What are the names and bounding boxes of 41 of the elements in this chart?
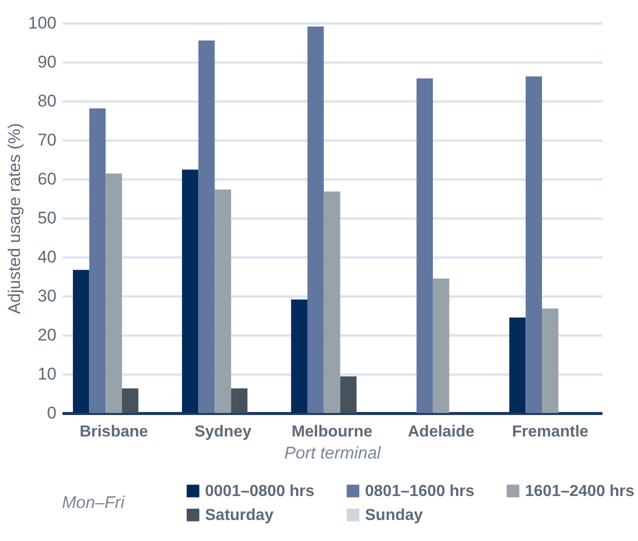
bar	[526, 76, 542, 413]
y-tick-label: 40	[38, 248, 56, 266]
legend-label: Saturday	[205, 507, 274, 524]
y-tick-label: 0	[47, 404, 56, 422]
y-tick-label: 60	[38, 170, 56, 188]
bar	[340, 376, 357, 413]
bar	[72, 270, 90, 413]
x-tick-label: Brisbane	[80, 424, 148, 440]
bar	[291, 300, 308, 413]
legend-label: 0801–1600 hrs	[365, 483, 475, 500]
bar	[432, 278, 450, 413]
bar	[231, 388, 248, 413]
bar	[416, 78, 433, 413]
x-axis-title: Port terminal	[284, 444, 382, 462]
y-axis-title: Adjusted usage rates (%)	[5, 123, 24, 314]
bar	[509, 317, 526, 413]
bar	[122, 388, 138, 413]
y-tick-label: 10	[38, 364, 56, 384]
legend-label: 1601–2400 hrs	[525, 483, 635, 500]
y-tick-label: 100	[28, 14, 56, 32]
x-tick-label: Adelaide	[408, 424, 475, 440]
bar	[542, 308, 558, 413]
bar	[89, 108, 106, 413]
y-tick-label: 80	[38, 92, 56, 110]
x-tick-label: Sydney	[194, 424, 252, 440]
x-tick-label: Fremantle	[512, 424, 589, 440]
legend-label: Sunday	[365, 507, 423, 524]
y-tick-label: 50	[38, 208, 56, 228]
x-tick-label: Melbourne	[292, 424, 373, 440]
legend-title: Mon–Fri	[62, 493, 126, 512]
bar	[106, 174, 122, 413]
bar	[307, 26, 324, 413]
legend-label: 0001–0800 hrs	[205, 483, 315, 500]
y-tick-label: 90	[38, 52, 56, 72]
bar	[214, 190, 232, 413]
y-tick-label: 70	[38, 130, 56, 150]
bar	[324, 191, 340, 413]
bar	[182, 170, 198, 413]
y-tick-label: 20	[38, 326, 56, 344]
y-tick-label: 30	[38, 286, 56, 306]
bar	[198, 40, 215, 413]
